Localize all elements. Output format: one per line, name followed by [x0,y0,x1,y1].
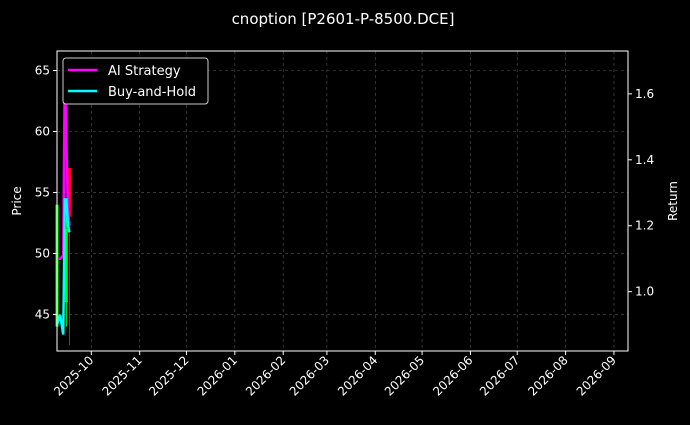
x-tick-label: 2026-04 [335,353,380,398]
x-tick-label: 2026-08 [525,353,570,398]
x-tick-label: 2026-01 [195,353,240,398]
x-tick-label: 2026-09 [574,353,619,398]
legend-label-ai-strategy: AI Strategy [108,64,181,79]
x-tick-label: 2025-12 [146,353,191,398]
chart-title: cnoption [P2601-P-8500.DCE] [232,10,455,28]
x-tick-label: 2025-10 [51,353,96,398]
x-tick-label: 2026-03 [287,353,332,398]
plot-frame [56,50,629,352]
y-right-tick-label: 1.6 [635,87,654,101]
y-right-tick-label: 1.4 [635,153,654,167]
series-line-buy-and-hold [55,198,71,335]
y-left-tick-label: 55 [35,185,50,199]
x-tick-label: 2026-02 [243,353,288,398]
y-left-tick-label: 50 [35,246,50,260]
y-left-tick-label: 45 [35,307,50,321]
candle-body [67,168,71,217]
y-left-tick-label: 60 [35,124,50,138]
legend: AI Strategy Buy-and-Hold [62,57,209,105]
y-left-tick-label: 65 [35,64,50,78]
y-right-tick-label: 1.0 [635,285,654,299]
legend-label-buy-and-hold: Buy-and-Hold [108,85,196,100]
y-axis-left-label: Price [10,186,24,215]
x-tick-label: 2026-06 [430,353,475,398]
x-tick-label: 2025-11 [99,353,144,398]
x-tick-label: 2026-07 [477,353,522,398]
candle-body [64,229,68,303]
x-tick-label: 2026-05 [382,353,427,398]
y-right-tick-label: 1.2 [635,219,654,233]
y-axis-right-label: Return [666,181,680,221]
